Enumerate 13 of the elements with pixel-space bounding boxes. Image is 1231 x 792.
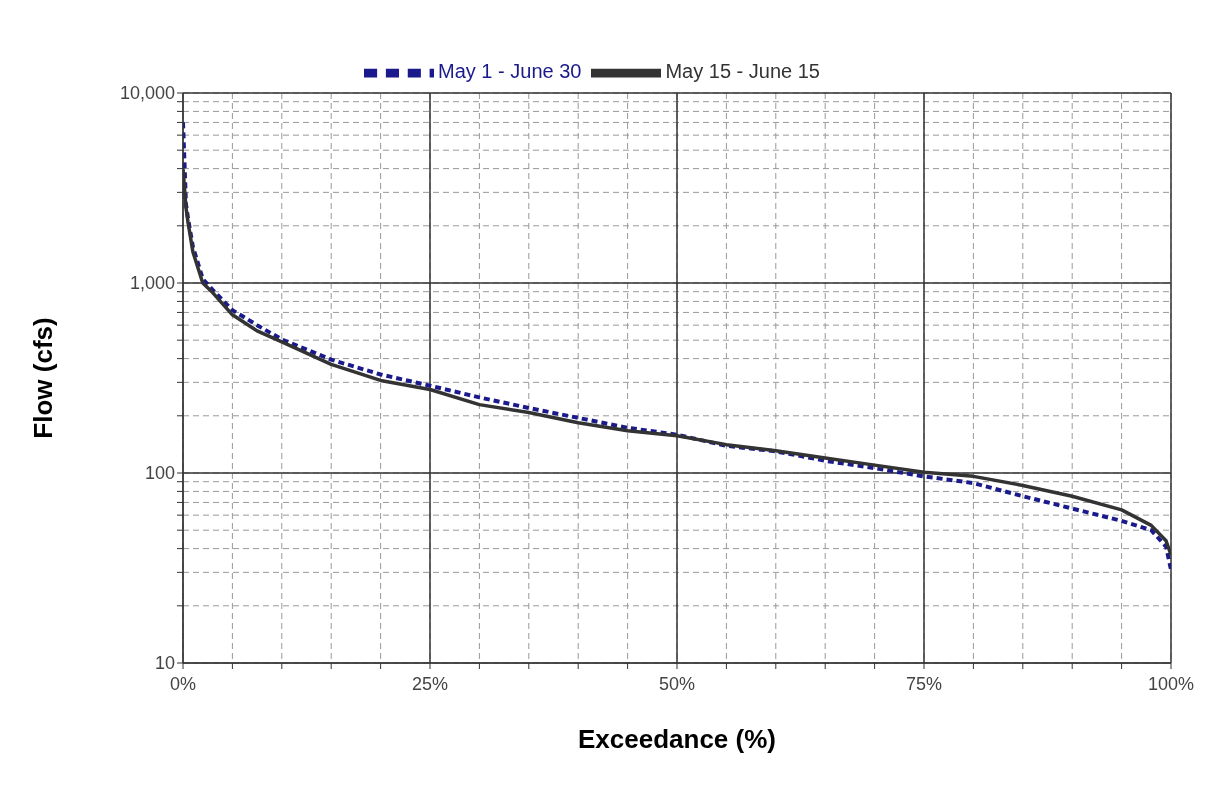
- x-tick-label: 100%: [1147, 673, 1195, 694]
- x-tick-label: 75%: [905, 673, 943, 694]
- x-axis-title: Exceedance (%): [578, 724, 776, 754]
- x-tick-label: 0%: [169, 673, 197, 694]
- x-tick-label: 50%: [658, 673, 696, 694]
- y-tick-label: 1,000: [129, 273, 175, 294]
- y-tick-label: 100: [144, 463, 175, 484]
- y-axis-title: Flow (cfs): [28, 317, 59, 439]
- y-tick-label: 10: [154, 653, 175, 674]
- x-tick-label: 25%: [411, 673, 449, 694]
- y-tick-label: 10,000: [119, 83, 175, 104]
- legend-label: May 15 - June 15: [665, 60, 820, 83]
- legend-label: May 1 - June 30: [438, 60, 582, 83]
